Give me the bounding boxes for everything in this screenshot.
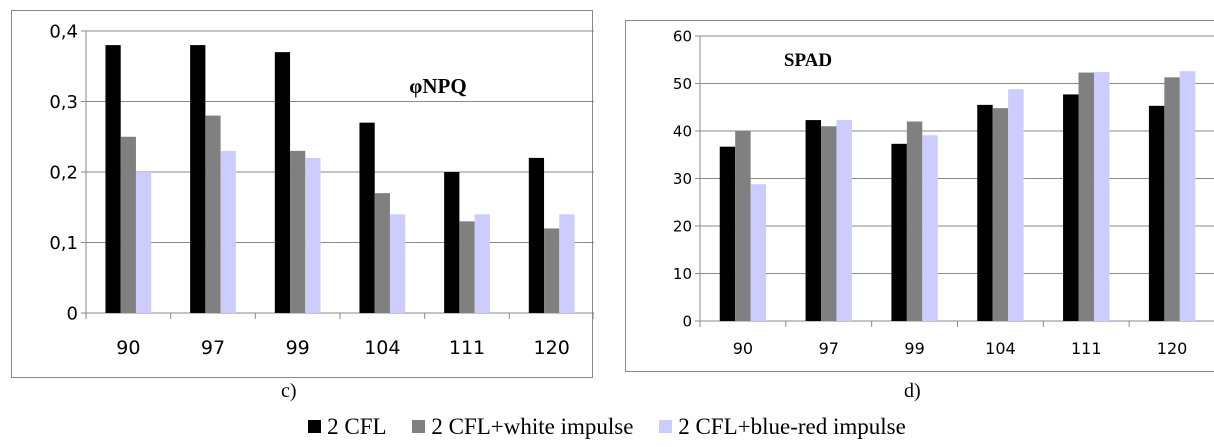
x-tick-label: 97: [819, 339, 839, 358]
chart-d-svg: 0 10 20 30 40 50 60 90 97 99 104 111 120 SPAD: [673, 27, 1214, 358]
y-tick-label: 0,2: [49, 162, 78, 183]
bar-2-cfl-blue-red-impulse-120: [559, 214, 575, 313]
bar-2-cfl-blue-red-impulse-111: [1093, 72, 1110, 321]
bar-2-cfl-99: [891, 143, 907, 321]
legend-swatch-blue-red-impulse: [659, 420, 673, 433]
chart-title: φNPQ: [409, 74, 466, 98]
bar-2-cfl-white-impulse-104: [374, 193, 390, 313]
bar-2-cfl-90: [719, 146, 736, 321]
y-tick-label: 50: [673, 75, 692, 93]
x-tick-label: 99: [286, 337, 310, 359]
bar-2-cfl-blue-red-impulse-120: [1179, 71, 1196, 322]
bar-2-cfl-white-impulse-90: [735, 130, 751, 321]
chart-d-caption: d): [904, 380, 921, 402]
bar-2-cfl-97: [805, 120, 822, 321]
chart-d-spad: 0 10 20 30 40 50 60 90 97 99 104 111 120 SPAD: [625, 20, 1214, 372]
bar-2-cfl-blue-red-impulse-99: [922, 135, 938, 321]
bar-2-cfl-white-impulse-97: [821, 126, 837, 321]
x-tick-label: 97: [201, 337, 225, 359]
bar-2-cfl-blue-red-impulse-90: [135, 172, 152, 313]
y-tick-label: 0,1: [49, 233, 78, 254]
y-tick-label: 0: [67, 303, 78, 324]
x-tick-label: 90: [733, 339, 753, 358]
y-tick-label: 40: [673, 122, 692, 140]
bar-2-cfl-97: [190, 45, 206, 313]
y-tick-label: 30: [673, 170, 692, 188]
x-tick-label: 104: [985, 339, 1016, 358]
y-tick-label: 20: [673, 217, 692, 235]
y-tick-label: 60: [673, 27, 692, 45]
bar-2-cfl-white-impulse-104: [992, 108, 1009, 321]
bar-2-cfl-white-impulse-97: [205, 115, 221, 313]
bar-2-cfl-white-impulse-99: [290, 150, 306, 313]
legend-label-blue-red-impulse: 2 CFL+blue-red impulse: [678, 414, 906, 439]
bar-2-cfl-111: [444, 172, 460, 313]
x-tick-label: 111: [1071, 339, 1102, 358]
legend-item-blue-red-impulse: 2 CFL+blue-red impulse: [659, 414, 906, 440]
x-tick-label: 99: [904, 339, 924, 358]
legend: 2 CFL 2 CFL+white impulse 2 CFL+blue-red…: [0, 414, 1214, 440]
legend-swatch-white-impulse: [412, 420, 426, 433]
bar-2-cfl-white-impulse-120: [1164, 77, 1180, 321]
bar-2-cfl-99: [274, 52, 291, 314]
legend-label-2cfl: 2 CFL: [327, 414, 387, 439]
y-tick-label: 0,4: [49, 21, 78, 42]
bar-2-cfl-104: [359, 122, 375, 314]
bar-2-cfl-white-impulse-111: [459, 221, 475, 313]
x-tick-label: 120: [1157, 339, 1188, 358]
bar-2-cfl-blue-red-impulse-90: [750, 184, 767, 321]
bar-2-cfl-120: [1148, 105, 1165, 321]
legend-label-white-impulse: 2 CFL+white impulse: [431, 414, 634, 439]
bar-2-cfl-blue-red-impulse-111: [474, 214, 490, 313]
bar-2-cfl-blue-red-impulse-99: [305, 157, 321, 313]
legend-item-white-impulse: 2 CFL+white impulse: [412, 414, 633, 440]
chart-c-svg: 0 0,1 0,2 0,3 0,4 90 97 99 104 111 120 φNPQ: [49, 21, 594, 359]
x-tick-label: 111: [449, 337, 485, 359]
bar-2-cfl-blue-red-impulse-104: [389, 214, 406, 313]
bar-2-cfl-blue-red-impulse-104: [1008, 89, 1024, 321]
bar-2-cfl-blue-red-impulse-97: [836, 120, 852, 321]
bar-2-cfl-120: [528, 157, 545, 313]
x-tick-label: 90: [116, 337, 140, 359]
y-tick-label: 0: [682, 312, 692, 330]
bar-2-cfl-104: [977, 104, 993, 321]
bar-2-cfl-blue-red-impulse-97: [220, 150, 236, 313]
x-tick-label: 104: [364, 337, 400, 359]
bar-2-cfl-white-impulse-99: [906, 121, 923, 321]
bar-2-cfl-90: [105, 45, 121, 313]
chart-title: SPAD: [784, 50, 832, 71]
y-tick-label: 0,3: [49, 92, 78, 113]
bar-2-cfl-white-impulse-111: [1078, 72, 1094, 321]
chart-c-caption: c): [281, 380, 297, 402]
x-tick-label: 120: [534, 337, 570, 359]
y-tick-label: 10: [673, 265, 692, 283]
legend-swatch-2cfl: [308, 420, 322, 433]
bar-2-cfl-white-impulse-90: [120, 136, 136, 313]
chart-c-phinpq: 0 0,1 0,2 0,3 0,4 90 97 99 104 111 120 φNPQ: [11, 10, 594, 378]
legend-item-2cfl: 2 CFL: [308, 414, 387, 440]
bar-2-cfl-white-impulse-120: [544, 228, 560, 313]
bar-2-cfl-111: [1063, 94, 1079, 321]
